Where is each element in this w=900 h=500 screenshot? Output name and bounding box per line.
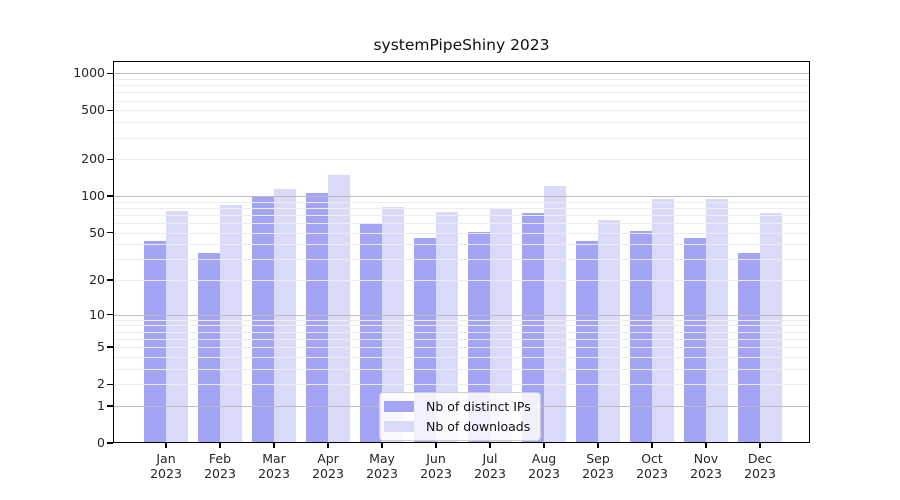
y-tick-mark <box>107 158 113 160</box>
legend-swatch-distinct-ips <box>384 401 414 412</box>
bar-downloads-jan <box>166 211 188 443</box>
x-tick-label: May 2023 <box>366 451 398 481</box>
bar-downloads-oct <box>652 199 674 443</box>
bar-ips-mar <box>252 196 274 443</box>
x-tick-mark <box>273 443 275 448</box>
x-tick-label: Feb 2023 <box>204 451 236 481</box>
x-tick-mark <box>327 443 329 448</box>
y-tick-mark <box>107 109 113 111</box>
y-tick-mark <box>107 231 113 234</box>
x-tick-mark <box>219 443 221 448</box>
bar-downloads-mar <box>274 189 296 443</box>
gridline-minor <box>113 159 810 161</box>
y-tick-label: 100 <box>81 188 105 203</box>
x-tick-mark <box>597 443 599 448</box>
legend-label-downloads: Nb of downloads <box>426 419 531 434</box>
x-tick-label: Dec 2023 <box>744 451 776 481</box>
y-tick-label: 500 <box>81 102 105 118</box>
y-tick-mark <box>107 72 113 74</box>
bar-ips-aug <box>522 212 544 443</box>
y-tick-label: 200 <box>81 151 105 167</box>
bar-ips-dec <box>738 252 760 443</box>
bar-downloads-aug <box>544 186 566 443</box>
bar-ips-jul <box>468 231 490 443</box>
x-tick-mark <box>381 443 383 448</box>
gridline-major <box>113 196 810 197</box>
bar-downloads-nov <box>706 199 728 443</box>
x-tick-label: Sep 2023 <box>582 451 614 481</box>
bar-ips-may <box>360 223 382 443</box>
x-tick-label: Mar 2023 <box>258 451 290 481</box>
x-tick-mark <box>489 443 491 448</box>
legend-label-distinct-ips: Nb of distinct IPs <box>426 399 531 414</box>
legend-item-downloads: Nb of downloads <box>384 418 531 435</box>
x-tick-label: Jul 2023 <box>474 451 506 481</box>
gridline-minor <box>113 137 810 139</box>
y-tick-label: 1 <box>97 397 105 413</box>
y-tick-mark <box>107 346 113 348</box>
bar-ips-feb <box>198 252 220 443</box>
y-tick-label: 10 <box>89 306 105 322</box>
bar-ips-nov <box>684 238 706 443</box>
bar-downloads-jun <box>436 211 458 443</box>
y-tick-label: 1000 <box>73 65 105 81</box>
bar-ips-apr <box>306 193 328 443</box>
bar-downloads-sep <box>598 220 620 443</box>
x-tick-mark <box>705 443 707 448</box>
legend-swatch-downloads <box>384 421 414 432</box>
gridline-minor <box>113 110 810 112</box>
bar-downloads-apr <box>328 174 350 443</box>
x-tick-mark <box>435 443 437 448</box>
plot-area <box>113 61 810 443</box>
bar-downloads-dec <box>760 212 782 443</box>
y-tick-mark <box>107 195 113 197</box>
gridline-minor <box>113 78 810 80</box>
y-tick-mark <box>107 442 113 444</box>
bar-ips-sep <box>576 240 598 443</box>
y-tick-mark <box>107 279 113 281</box>
y-tick-label: 20 <box>89 272 105 288</box>
bar-ips-jun <box>414 238 436 443</box>
legend-item-distinct-ips: Nb of distinct IPs <box>384 398 531 415</box>
y-tick-mark <box>107 314 113 316</box>
x-tick-label: Apr 2023 <box>312 451 344 481</box>
x-tick-mark <box>759 443 761 448</box>
gridline-minor <box>113 100 810 102</box>
gridline-minor <box>113 85 810 87</box>
y-tick-mark <box>107 405 113 407</box>
x-tick-label: Oct 2023 <box>636 451 668 481</box>
x-tick-mark <box>543 443 545 448</box>
y-tick-label: 2 <box>97 376 105 392</box>
y-tick-label: 50 <box>89 224 105 240</box>
bar-ips-jan <box>144 240 166 443</box>
y-tick-label: 5 <box>97 339 105 355</box>
bar-downloads-may <box>382 206 404 443</box>
gridline-minor <box>113 92 810 94</box>
y-tick-mark <box>107 383 113 385</box>
x-tick-label: Aug 2023 <box>528 451 560 481</box>
x-tick-label: Jan 2023 <box>150 451 182 481</box>
bar-ips-oct <box>630 230 652 443</box>
gridline-major <box>113 73 810 75</box>
chart-title: systemPipeShiny 2023 <box>373 36 550 54</box>
legend: Nb of distinct IPs Nb of downloads <box>379 392 541 441</box>
x-tick-mark <box>651 443 653 448</box>
x-tick-mark <box>165 443 167 448</box>
x-tick-label: Nov 2023 <box>690 451 722 481</box>
y-tick-label: 0 <box>97 435 105 450</box>
gridline-minor <box>113 122 810 124</box>
bar-downloads-feb <box>220 205 242 443</box>
x-tick-label: Jun 2023 <box>420 451 452 481</box>
